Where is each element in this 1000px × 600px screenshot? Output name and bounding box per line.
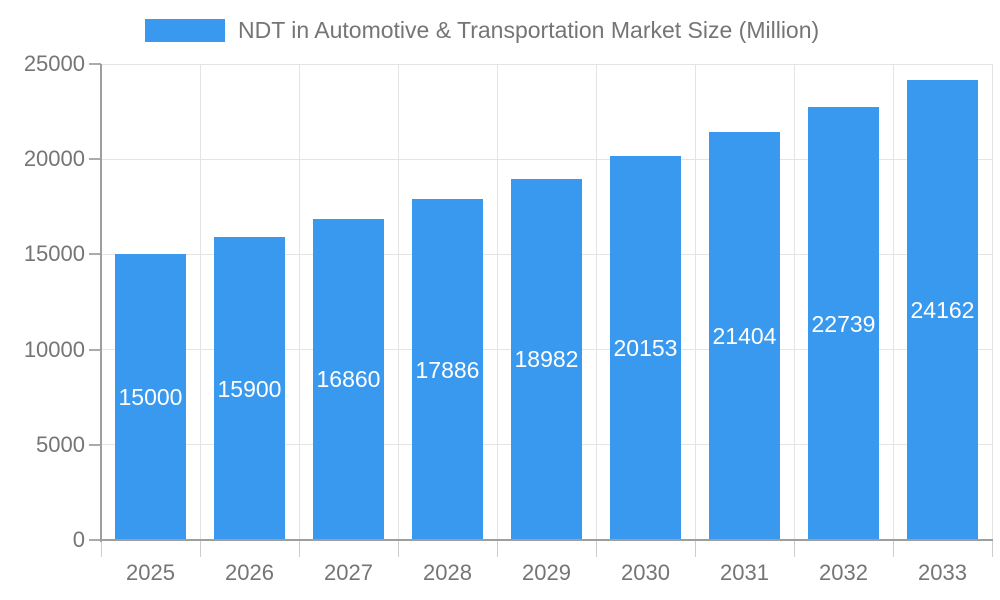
y-tick-label: 5000 (36, 431, 85, 457)
value-label: 24162 (910, 296, 975, 323)
x-tick-mark (397, 540, 399, 557)
value-label: 16860 (316, 366, 381, 393)
y-tick-label: 10000 (23, 336, 85, 362)
bar: 21404 (709, 132, 780, 540)
x-tick-mark (496, 540, 498, 557)
bar: 18982 (511, 178, 582, 540)
value-label: 15000 (118, 384, 183, 411)
bar: 20153 (610, 156, 681, 540)
value-label: 22739 (811, 310, 876, 337)
gridline-vertical (496, 64, 498, 540)
value-label: 21404 (712, 323, 777, 350)
x-tick-mark (991, 540, 993, 557)
x-tick-label: 2027 (324, 560, 373, 585)
x-tick-label: 2026 (225, 560, 274, 585)
value-label: 17886 (415, 356, 480, 383)
x-axis-line (101, 539, 993, 541)
x-tick-label: 2031 (720, 560, 769, 585)
bar: 24162 (907, 79, 978, 540)
bar: 17886 (412, 199, 483, 540)
chart-legend: NDT in Automotive & Transportation Marke… (145, 17, 819, 44)
x-tick-label: 2029 (522, 560, 571, 585)
y-tick-mark (89, 443, 101, 446)
x-tick-label: 2032 (819, 560, 868, 585)
gridline-vertical (595, 64, 597, 540)
value-label: 18982 (514, 346, 579, 373)
gridline-vertical (694, 64, 696, 540)
bar: 22739 (808, 107, 879, 540)
bar: 15900 (214, 237, 285, 540)
y-tick-label: 15000 (23, 241, 85, 267)
bar: 15000 (115, 254, 186, 540)
y-tick-mark (89, 253, 101, 256)
plot-area: 15000 15900 16860 17886 18982 20153 21404 22739… (101, 63, 993, 540)
x-tick-mark (199, 540, 201, 557)
gridline-horizontal (101, 63, 992, 65)
legend-label: NDT in Automotive & Transportation Marke… (238, 17, 820, 43)
x-tick-label: 2030 (621, 560, 670, 585)
x-tick-label: 2028 (423, 560, 472, 585)
y-tick-mark (89, 348, 101, 351)
y-tick-mark (89, 158, 101, 161)
value-label: 15900 (217, 375, 282, 402)
x-tick-mark (694, 540, 696, 557)
y-tick-mark (89, 539, 101, 541)
gridline-horizontal (101, 158, 992, 160)
x-tick-mark (100, 540, 102, 557)
gridline-vertical (397, 64, 399, 540)
y-tick-label: 25000 (23, 51, 85, 76)
y-tick-label: 20000 (23, 146, 85, 172)
gridline-vertical (298, 64, 300, 540)
y-tick-label: 0 (72, 527, 85, 552)
y-axis-line (100, 64, 102, 542)
gridline-vertical (199, 64, 201, 540)
x-tick-mark (595, 540, 597, 557)
x-tick-label: 2025 (126, 560, 175, 585)
x-tick-mark (793, 540, 795, 557)
x-tick-mark (892, 540, 894, 557)
x-tick-mark (298, 540, 300, 557)
gridline-vertical (892, 64, 894, 540)
x-tick-label: 2033 (918, 560, 967, 585)
bar: 16860 (313, 218, 384, 540)
gridline-vertical (991, 64, 993, 540)
gridline-vertical (793, 64, 795, 540)
value-label: 20153 (613, 335, 678, 362)
y-tick-mark (89, 63, 101, 65)
legend-swatch (145, 19, 225, 42)
